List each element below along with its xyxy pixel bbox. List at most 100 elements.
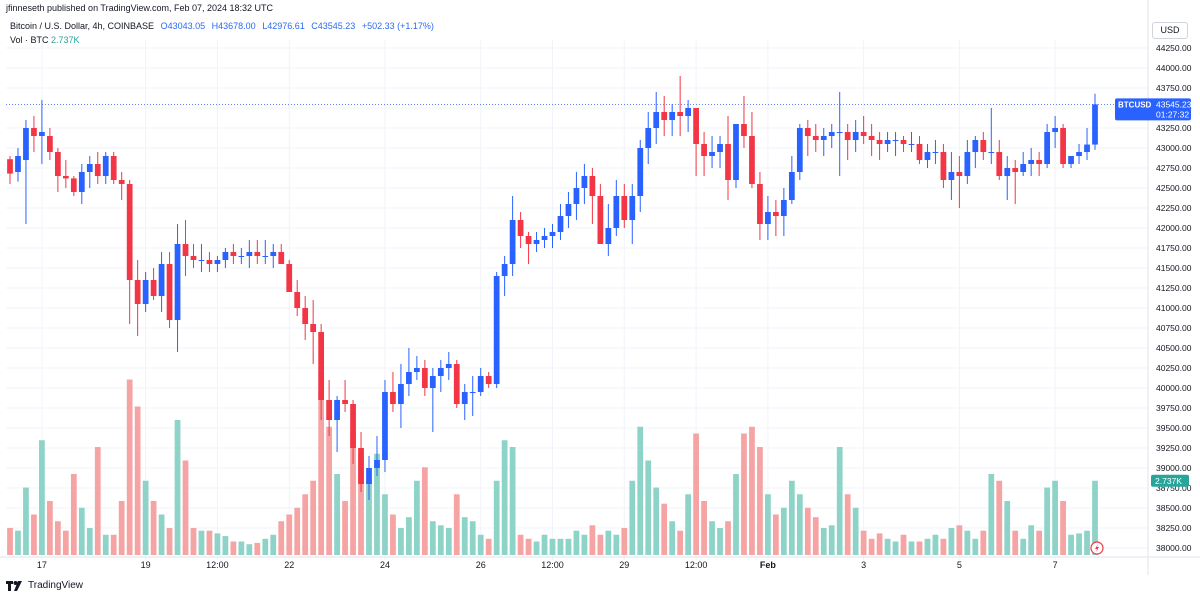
- volume-bar: [278, 521, 285, 555]
- lightning-icon-glyph: [1095, 544, 1099, 552]
- volume-bar: [302, 494, 309, 555]
- candle-body: [836, 132, 843, 133]
- y-tick-label: 39000.00: [1156, 463, 1192, 473]
- candle-body: [421, 368, 428, 388]
- volume-bar: [900, 534, 907, 555]
- volume-bar: [358, 453, 364, 555]
- volume-bar: [174, 420, 181, 555]
- volume-label[interactable]: Vol · BTC: [10, 35, 49, 45]
- candle-body: [390, 392, 396, 404]
- x-tick-label: 19: [141, 560, 151, 570]
- volume-bar: [533, 541, 540, 555]
- x-tick-label: 12:00: [685, 560, 708, 570]
- volume-bar: [685, 494, 691, 555]
- volume-bar: [1084, 530, 1090, 555]
- x-tick-label: 12:00: [541, 560, 564, 570]
- candle-body: [15, 156, 21, 172]
- y-tick-label: 39750.00: [1156, 403, 1192, 413]
- volume-bar: [118, 501, 125, 555]
- volume-bar: [366, 480, 372, 555]
- volume-bar: [852, 507, 859, 555]
- candle-body: [741, 124, 747, 136]
- candle-body: [350, 404, 356, 448]
- y-tick-label: 40250.00: [1156, 363, 1192, 373]
- candle-body: [541, 236, 548, 240]
- volume-bar: [509, 447, 516, 555]
- candle-body: [780, 200, 787, 216]
- y-tick-label: 41000.00: [1156, 303, 1192, 313]
- volume-bar: [653, 487, 660, 555]
- tradingview-logo-icon: [6, 580, 24, 591]
- candle-body: [788, 172, 795, 200]
- candle-body: [924, 152, 931, 160]
- candle-body: [533, 240, 540, 244]
- candle-body: [677, 112, 684, 116]
- candle-body: [1052, 128, 1058, 132]
- volume-bar: [773, 514, 779, 555]
- candle-body: [70, 178, 77, 192]
- footer-brand[interactable]: TradingView: [28, 580, 84, 591]
- candle-body: [23, 128, 29, 160]
- ohlc-high: H43678.00: [211, 21, 256, 31]
- volume-bar: [7, 528, 13, 555]
- price-tag: [1115, 98, 1191, 121]
- volume-bar: [429, 521, 436, 555]
- x-tick-label: 12:00: [206, 560, 229, 570]
- y-tick-label: 42250.00: [1156, 203, 1192, 213]
- candle-body: [485, 376, 492, 384]
- candle-body: [1036, 160, 1043, 164]
- volume-bar: [645, 460, 652, 555]
- volume-bar: [597, 534, 604, 555]
- volume-bar: [230, 541, 237, 555]
- currency-selector[interactable]: USD: [1152, 22, 1188, 39]
- candle-body: [134, 280, 141, 304]
- candle-body: [725, 144, 731, 180]
- volume-bar: [788, 480, 795, 555]
- candle-body: [645, 128, 652, 148]
- candle-body: [1076, 152, 1082, 156]
- volume-bar: [382, 494, 388, 555]
- volume-bar: [868, 538, 875, 555]
- candle-body: [884, 140, 891, 144]
- volume-bar: [142, 480, 149, 555]
- candle-body: [310, 324, 317, 332]
- volume-bar: [820, 528, 827, 555]
- y-tick-label: 42500.00: [1156, 183, 1192, 193]
- volume-bar: [549, 538, 556, 555]
- candle-body: [302, 308, 309, 324]
- volume-bar: [254, 542, 261, 555]
- volume-bar: [126, 379, 133, 555]
- x-tick-label: 29: [619, 560, 629, 570]
- symbol-name[interactable]: Bitcoin / U.S. Dollar, 4h, COINBASE: [10, 21, 155, 31]
- candle-body: [110, 156, 117, 180]
- candle-body: [318, 332, 325, 400]
- volume-bar: [996, 480, 1003, 555]
- candle-body: [717, 144, 723, 152]
- volume-bar: [501, 440, 508, 555]
- candle-body: [254, 252, 261, 256]
- volume-bar: [741, 433, 747, 555]
- volume-bar: [757, 447, 763, 555]
- candle-body: [661, 112, 668, 120]
- candle-body: [828, 132, 835, 136]
- volume-bar: [318, 393, 325, 555]
- candle-body: [613, 196, 620, 228]
- volume-bar: [78, 507, 85, 555]
- candle-body: [597, 196, 604, 244]
- candle-body: [589, 176, 596, 196]
- candle-body: [948, 172, 955, 180]
- volume-bar: [374, 453, 380, 555]
- volume-bar: [270, 534, 277, 555]
- volume-bar: [940, 538, 947, 555]
- volume-bar: [964, 530, 971, 555]
- y-tick-label: 39250.00: [1156, 443, 1192, 453]
- volume-bar: [780, 507, 787, 555]
- candle-body: [270, 252, 277, 256]
- volume-tag-value: 2.737K: [1155, 476, 1182, 486]
- candle-body: [94, 164, 101, 176]
- candle-body: [246, 252, 253, 256]
- candle-body: [549, 232, 556, 236]
- ohlc-open: O43043.05: [160, 21, 206, 31]
- volume-bar: [1012, 530, 1019, 555]
